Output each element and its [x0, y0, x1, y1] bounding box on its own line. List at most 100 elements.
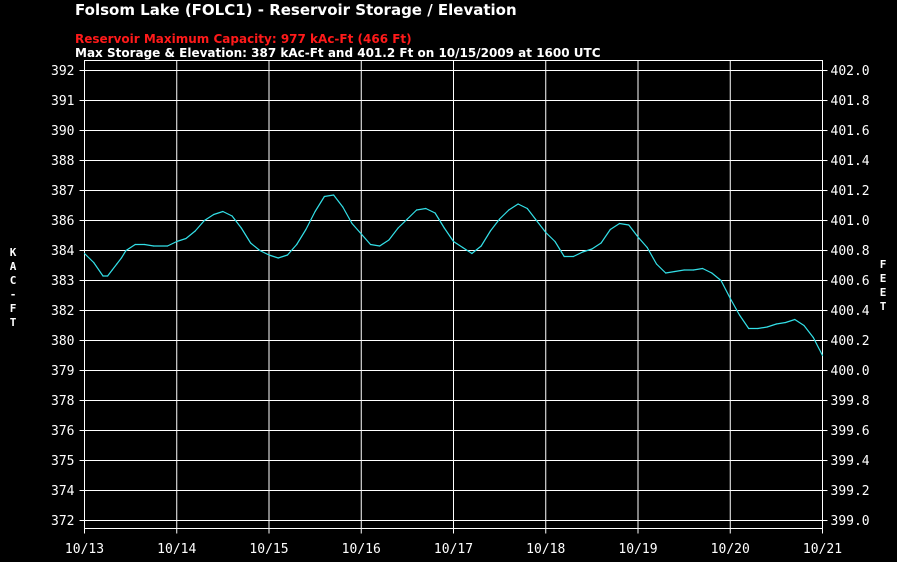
- data-point: [176, 240, 178, 243]
- axis-label-char: E: [879, 286, 887, 299]
- data-point: [462, 246, 464, 249]
- max-storage-note: Max Storage & Elevation: 387 kAc-Ft and …: [75, 46, 601, 60]
- data-point: [134, 243, 136, 246]
- data-point: [766, 326, 768, 328]
- max-capacity-note: Reservoir Maximum Capacity: 977 kAc-Ft (…: [75, 32, 412, 46]
- data-point: [499, 218, 501, 220]
- y-left-tick-label: 390: [51, 124, 74, 139]
- data-point: [351, 222, 353, 225]
- x-tick-label: 10/20: [711, 542, 750, 557]
- data-point: [720, 279, 722, 282]
- data-point: [203, 219, 205, 222]
- y-right-tick-label: 401.4: [831, 154, 870, 169]
- data-point: [185, 237, 187, 240]
- data-point: [526, 207, 528, 210]
- data-point: [286, 254, 289, 256]
- y-left-tick-label: 391: [51, 94, 74, 109]
- data-point: [434, 212, 436, 214]
- data-point: [812, 336, 814, 339]
- data-point: [397, 227, 399, 229]
- data-point: [125, 249, 127, 252]
- data-point: [406, 218, 408, 220]
- data-point: [388, 239, 390, 241]
- data-point: [554, 240, 556, 243]
- data-point: [711, 272, 713, 274]
- data-point: [213, 213, 215, 216]
- data-point: [296, 243, 298, 246]
- data-point: [692, 269, 695, 271]
- y-right-tick-label: 400.4: [831, 304, 870, 319]
- data-point: [143, 243, 146, 246]
- axis-label-char: T: [9, 316, 17, 329]
- data-point: [489, 230, 491, 232]
- data-point: [166, 245, 169, 247]
- y-right-tick-label: 400.0: [831, 364, 870, 379]
- x-tick-label: 10/13: [65, 542, 104, 557]
- y-right-tick-label: 401.0: [831, 214, 870, 229]
- data-point: [425, 207, 427, 210]
- y-left-tick-label: 378: [51, 394, 74, 409]
- data-point: [665, 272, 667, 274]
- data-point: [794, 318, 796, 321]
- axis-label-char: T: [879, 300, 887, 313]
- y-left-tick-label: 388: [51, 154, 74, 169]
- data-point: [674, 270, 676, 273]
- data-point: [443, 227, 445, 229]
- y-right-tick-label: 399.0: [831, 514, 870, 529]
- data-point: [323, 195, 325, 198]
- y-right-tick-label: 401.8: [831, 94, 870, 109]
- data-point: [628, 224, 630, 226]
- x-tick-label: 10/19: [618, 542, 657, 557]
- data-point: [107, 275, 109, 277]
- data-point: [333, 194, 335, 196]
- y-right-tick-label: 402.0: [831, 64, 870, 79]
- y-right-tick-label: 399.4: [831, 454, 870, 469]
- data-point: [572, 255, 575, 258]
- data-point: [545, 231, 547, 234]
- data-point: [342, 206, 344, 208]
- data-point: [646, 246, 648, 249]
- data-point: [120, 257, 122, 259]
- y-right-tick-label: 399.2: [831, 484, 870, 499]
- data-point: [452, 240, 455, 243]
- y-left-tick-label: 386: [51, 214, 74, 229]
- data-point: [582, 251, 584, 253]
- grid-lines: [84, 60, 823, 529]
- axis-label-char: A: [9, 260, 17, 273]
- axis-label-char: F: [9, 302, 17, 315]
- y-left-ticks: 392 391 390 388 387 386 384 383 382 380 379 378 376 3…: [51, 64, 85, 529]
- y-right-tick-label: 399.8: [831, 394, 870, 409]
- x-tick-label: 10/14: [157, 542, 196, 557]
- data-point: [563, 255, 565, 258]
- data-point: [250, 242, 252, 244]
- data-point: [194, 230, 196, 232]
- data-point: [655, 263, 658, 265]
- data-point: [508, 209, 510, 211]
- data-point: [240, 227, 242, 229]
- data-point: [111, 269, 113, 271]
- data-point: [535, 219, 538, 222]
- y-left-tick-label: 382: [51, 304, 74, 319]
- y-right-tick-label: 400.2: [831, 334, 870, 349]
- data-point: [471, 252, 473, 255]
- y-left-tick-label: 387: [51, 184, 74, 199]
- y-left-tick-label: 384: [51, 244, 75, 259]
- y-left-tick-label: 372: [51, 514, 74, 529]
- axis-label-char: -: [9, 288, 17, 301]
- data-point: [738, 314, 741, 316]
- data-point: [702, 267, 704, 270]
- data-point: [591, 248, 593, 250]
- data-point: [637, 236, 639, 238]
- data-point: [748, 327, 750, 330]
- y-left-tick-label: 376: [51, 424, 74, 439]
- y-right-ticks: 402.0 401.8 401.6 401.4 401.2 401.0 400.8 400.6…: [822, 64, 870, 529]
- y-right-tick-label: 401.6: [831, 124, 870, 139]
- data-point: [268, 254, 270, 256]
- data-point: [231, 215, 233, 217]
- x-tick-label: 10/21: [803, 542, 842, 557]
- y-right-tick-label: 401.2: [831, 184, 870, 199]
- chart-title: Folsom Lake (FOLC1) - Reservoir Storage …: [75, 1, 517, 19]
